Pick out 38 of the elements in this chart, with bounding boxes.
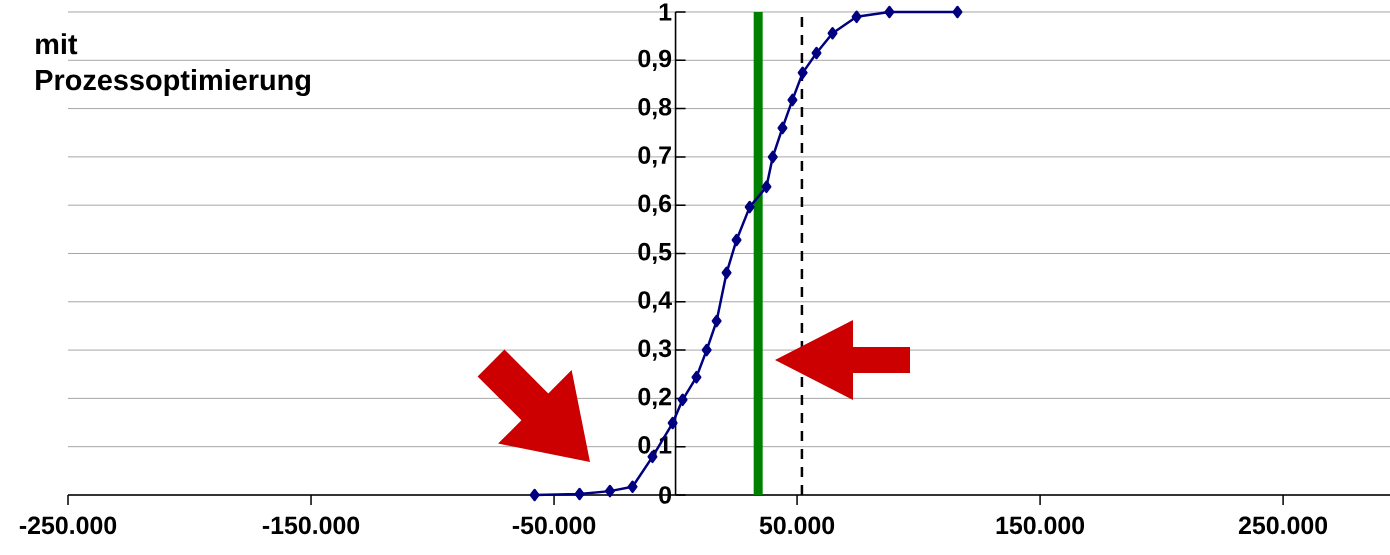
y-tick-label: 0,6 [638,194,672,216]
y-tick-label: 0,9 [638,49,672,71]
text: mit Prozessoptimierung [36,33,311,97]
x-tick-label: -250.000 [19,516,117,535]
point [811,46,822,60]
point [787,93,798,107]
x-tick-label: 250.000 [1238,516,1328,535]
point [701,343,712,357]
point [677,393,688,407]
point [952,5,963,19]
x-tick-label: -150.000 [262,516,360,535]
point [851,10,862,24]
point [827,26,838,40]
point [797,66,808,80]
x-tick-label: 50.000 [759,516,835,535]
point [604,484,615,498]
y-tick-label: 0,4 [638,291,672,313]
point [627,480,638,494]
point [731,233,742,247]
x-tick-label: -50.000 [512,516,596,535]
point [761,180,772,194]
point [721,266,732,280]
y-tick-label: 0,8 [638,97,672,120]
x-tick-label: 150.000 [996,516,1085,535]
y-tick-label: 0,7 [638,146,671,168]
point [744,200,755,214]
point [574,487,585,501]
point [667,416,678,430]
point [884,5,895,19]
point [767,150,778,164]
point [777,121,788,135]
y-tick-label: 1 [659,3,672,21]
point [691,370,702,384]
y-tick-label: 0,2 [638,387,672,410]
y-tick-label: 0,5 [638,242,672,265]
point [529,488,540,502]
point [711,314,722,328]
y-tick-label: 0,3 [638,339,672,361]
